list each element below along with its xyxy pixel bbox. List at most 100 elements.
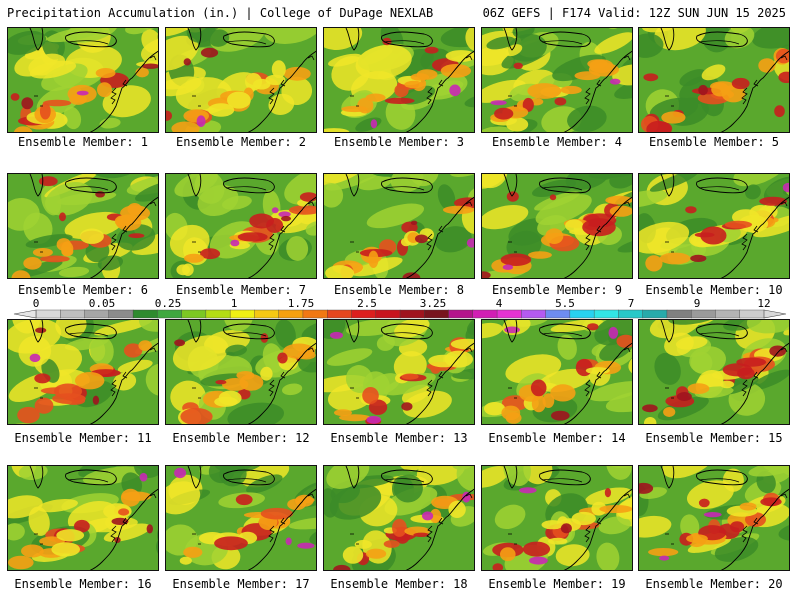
ensemble-member-label: Ensemble Member: 1	[17, 135, 149, 149]
ensemble-member-map	[481, 465, 633, 571]
colorbar-swatch	[496, 309, 522, 319]
precipitation-field-map	[324, 174, 474, 278]
ensemble-member-map	[638, 319, 790, 425]
precipitation-field-map	[639, 466, 789, 570]
colorbar-label: 2.5	[357, 297, 377, 310]
colorbar-swatch	[739, 309, 765, 319]
ensemble-member-label: Ensemble Member: 17	[172, 577, 310, 591]
ensemble-member-map	[165, 465, 317, 571]
colorbar-swatch	[448, 309, 474, 319]
precipitation-field-map	[482, 466, 632, 570]
ensemble-member-map	[165, 27, 317, 133]
ensemble-member-label: Ensemble Member: 12	[172, 431, 310, 445]
colorbar-swatch	[60, 309, 86, 319]
colorbar-swatch	[375, 309, 401, 319]
colorbar-swatch	[424, 309, 450, 319]
colorbar-swatch	[351, 309, 377, 319]
ensemble-member-label: Ensemble Member: 8	[333, 283, 465, 297]
colorbar-label: 1.75	[287, 297, 315, 310]
colorbar-swatch	[302, 309, 328, 319]
ensemble-member-label: Ensemble Member: 2	[175, 135, 307, 149]
ensemble-member-map	[323, 173, 475, 279]
ensemble-member-map	[7, 465, 159, 571]
ensemble-member-label: Ensemble Member: 10	[645, 283, 783, 297]
ensemble-member-map	[7, 319, 159, 425]
colorbar-swatch	[691, 309, 716, 319]
precipitation-field-map	[324, 320, 474, 424]
map-title: Precipitation Accumulation (in.) | Colle…	[7, 6, 434, 20]
colorbar-swatch	[157, 309, 183, 319]
precipitation-field-map	[639, 28, 789, 132]
ensemble-member-label: Ensemble Member: 16	[14, 577, 152, 591]
colorbar-swatch	[715, 309, 741, 319]
precipitation-field-map	[166, 174, 316, 278]
precipitation-field-map	[324, 466, 474, 570]
colorbar-max-arrow	[763, 309, 787, 319]
colorbar-swatch	[327, 309, 352, 319]
colorbar-swatch	[205, 309, 231, 319]
ensemble-member-map	[323, 465, 475, 571]
ensemble-member-map	[481, 173, 633, 279]
colorbar-swatch	[181, 309, 207, 319]
colorbar-swatch	[132, 309, 158, 319]
colorbar-label: 3.25	[419, 297, 447, 310]
ensemble-member-label: Ensemble Member: 6	[17, 283, 149, 297]
run-valid-time: 06Z GEFS | F174 Valid: 12Z SUN JUN 15 20…	[482, 6, 786, 20]
precipitation-field-map	[8, 28, 158, 132]
colorbar-swatch	[229, 309, 255, 319]
colorbar-swatch	[472, 309, 498, 319]
colorbar-min-arrow	[13, 309, 37, 319]
colorbar-swatch	[569, 309, 595, 319]
colorbar-label: 0.05	[88, 297, 116, 310]
ensemble-member-label: Ensemble Member: 7	[175, 283, 307, 297]
ensemble-member-map	[165, 319, 317, 425]
precipitation-field-map	[324, 28, 474, 132]
precipitation-field-map	[8, 174, 158, 278]
colorbar-label: 1	[230, 297, 238, 310]
colorbar-label: 9	[693, 297, 701, 310]
colorbar-swatch	[545, 309, 571, 319]
precipitation-colorbar	[13, 309, 787, 319]
colorbar-swatch	[254, 309, 280, 319]
colorbar-swatch	[593, 309, 619, 319]
colorbar-swatch	[642, 309, 668, 319]
colorbar-swatch	[521, 309, 547, 319]
ensemble-member-label: Ensemble Member: 5	[648, 135, 780, 149]
colorbar-labels: 0 0.05 0.25 1 1.75 2.5 3.25 4 5.5 7 9 12	[0, 297, 800, 310]
colorbar-swatch	[35, 309, 61, 319]
precipitation-field-map	[482, 28, 632, 132]
colorbar-swatch	[108, 309, 134, 319]
ensemble-member-label: Ensemble Member: 20	[645, 577, 783, 591]
ensemble-member-label: Ensemble Member: 3	[333, 135, 465, 149]
ensemble-member-map	[638, 465, 790, 571]
ensemble-member-label: Ensemble Member: 4	[491, 135, 623, 149]
colorbar-label: 7	[627, 297, 635, 310]
colorbar-swatch	[84, 309, 110, 319]
precipitation-field-map	[482, 174, 632, 278]
precipitation-field-map	[639, 174, 789, 278]
ensemble-member-map	[638, 173, 790, 279]
colorbar-swatch	[618, 309, 644, 319]
ensemble-member-map	[7, 27, 159, 133]
ensemble-member-map	[165, 173, 317, 279]
colorbar-swatch	[278, 309, 304, 319]
precipitation-field-map	[166, 320, 316, 424]
ensemble-member-label: Ensemble Member: 14	[488, 431, 626, 445]
ensemble-member-map	[481, 27, 633, 133]
ensemble-member-label: Ensemble Member: 9	[491, 283, 623, 297]
colorbar-label: 5.5	[555, 297, 575, 310]
precipitation-field-map	[8, 320, 158, 424]
colorbar-label: 12	[757, 297, 771, 310]
precipitation-field-map	[482, 320, 632, 424]
ensemble-member-map	[7, 173, 159, 279]
ensemble-member-label: Ensemble Member: 19	[488, 577, 626, 591]
colorbar-label: 0	[32, 297, 40, 310]
ensemble-member-map	[481, 319, 633, 425]
colorbar-swatch	[399, 309, 425, 319]
ensemble-member-map	[323, 27, 475, 133]
ensemble-member-label: Ensemble Member: 18	[330, 577, 468, 591]
ensemble-member-label: Ensemble Member: 15	[645, 431, 783, 445]
precipitation-field-map	[8, 466, 158, 570]
ensemble-member-map	[638, 27, 790, 133]
colorbar-swatch	[666, 309, 692, 319]
